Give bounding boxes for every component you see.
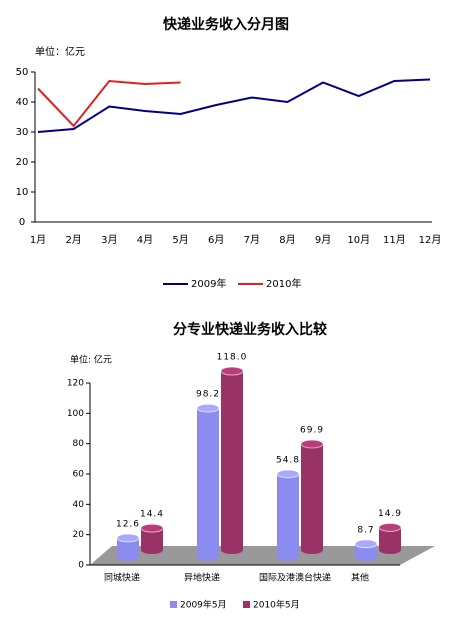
bar-top bbox=[196, 403, 220, 413]
x-tick-label: 6月 bbox=[208, 234, 224, 246]
bar-body bbox=[221, 371, 243, 550]
bar-body bbox=[379, 527, 401, 550]
bar-body bbox=[301, 443, 323, 550]
x-tick-label: 8月 bbox=[279, 234, 295, 246]
data-label: 12.6 bbox=[116, 519, 140, 529]
x-tick-label: 11月 bbox=[383, 234, 406, 246]
line-series bbox=[37, 79, 181, 128]
bar-body bbox=[197, 408, 219, 557]
data-label: 14.9 bbox=[378, 509, 402, 519]
x-tick-label: 其他 bbox=[351, 572, 369, 584]
bar-bottom bbox=[301, 546, 323, 554]
data-label: 98.2 bbox=[196, 390, 220, 400]
legend-swatch bbox=[243, 601, 250, 608]
x-tick-label: 12月 bbox=[419, 234, 442, 246]
bar-top bbox=[300, 439, 324, 449]
bar-top bbox=[378, 522, 402, 532]
y-tick-label: 50 bbox=[16, 67, 29, 78]
chart-title: 分专业快递业务收入比较 bbox=[173, 321, 327, 338]
legend-label: 2010年 bbox=[266, 277, 301, 290]
bar-top bbox=[276, 469, 300, 479]
legend-label: 2009年 bbox=[191, 277, 226, 290]
bar-bottom bbox=[277, 553, 299, 561]
line-series bbox=[37, 78, 431, 133]
bar-top bbox=[116, 533, 140, 543]
bar-top bbox=[140, 523, 164, 533]
x-tick-label: 4月 bbox=[137, 234, 153, 246]
x-tick-label: 2月 bbox=[65, 234, 81, 246]
x-tick-label: 7月 bbox=[244, 234, 260, 246]
bar-body bbox=[117, 537, 139, 557]
y-tick-label: 120 bbox=[67, 379, 84, 389]
y-tick-label: 0 bbox=[19, 217, 25, 228]
x-tick-label: 国际及港澳台快递 bbox=[259, 572, 331, 584]
chart-title: 快递业务收入分月图 bbox=[163, 16, 289, 33]
bar-bottom bbox=[221, 546, 243, 554]
x-tick-label: 同城快递 bbox=[104, 572, 140, 584]
y-tick-label: 30 bbox=[16, 127, 29, 138]
y-tick-label: 10 bbox=[16, 187, 29, 198]
y-tick-label: 100 bbox=[67, 409, 84, 419]
legend-label: 2010年5月 bbox=[253, 599, 300, 611]
bar-bottom bbox=[141, 546, 163, 554]
bar-bottom bbox=[197, 553, 219, 561]
x-tick-label: 9月 bbox=[315, 234, 331, 246]
x-tick-label: 1月 bbox=[30, 234, 46, 246]
bar-body bbox=[277, 473, 299, 557]
y-tick-label: 20 bbox=[16, 157, 29, 168]
bar-top bbox=[220, 366, 244, 376]
x-tick-label: 10月 bbox=[347, 234, 370, 246]
y-tick-label: 20 bbox=[73, 530, 85, 540]
x-tick-label: 3月 bbox=[101, 234, 117, 246]
bar-bottom bbox=[379, 546, 401, 554]
y-tick-label: 40 bbox=[73, 500, 85, 510]
floor bbox=[90, 546, 435, 565]
y-tick-label: 40 bbox=[16, 97, 29, 108]
x-tick-label: 5月 bbox=[172, 234, 188, 246]
x-tick-label: 异地快递 bbox=[184, 572, 220, 584]
legend-swatch bbox=[170, 601, 177, 608]
legend-label: 2009年5月 bbox=[180, 599, 227, 611]
unit-label: 单位：亿元 bbox=[35, 45, 85, 58]
unit-label: 单位: 亿元 bbox=[70, 354, 112, 366]
bar-top bbox=[354, 539, 378, 549]
bar-body bbox=[141, 528, 163, 550]
data-label: 118.0 bbox=[217, 353, 248, 363]
y-tick-label: 60 bbox=[73, 470, 85, 480]
data-label: 8.7 bbox=[357, 525, 374, 535]
data-label: 54.8 bbox=[276, 455, 300, 465]
bar-bottom bbox=[117, 553, 139, 561]
bar-bottom bbox=[355, 553, 377, 561]
y-tick-label: 80 bbox=[73, 439, 85, 449]
y-tick-label: 0 bbox=[78, 561, 84, 571]
data-label: 14.4 bbox=[140, 510, 164, 520]
data-label: 69.9 bbox=[300, 425, 324, 435]
